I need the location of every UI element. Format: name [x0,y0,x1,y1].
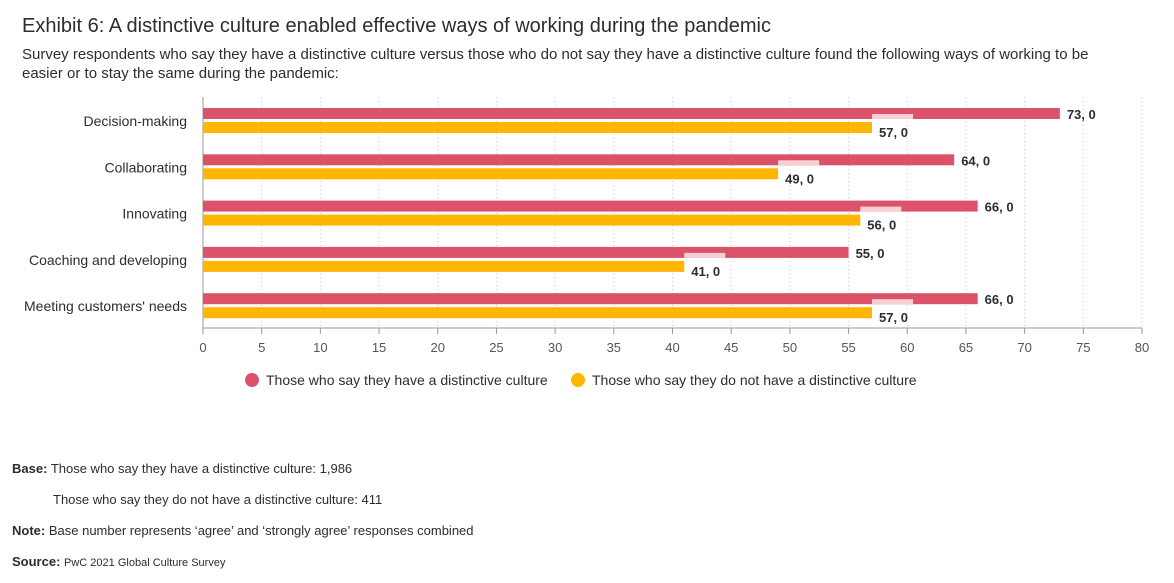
chart-title: Exhibit 6: A distinctive culture enabled… [22,15,771,37]
data-label: 64, 0 [961,153,990,168]
bar-distinctive [203,154,955,166]
x-tick-label: 30 [548,340,562,355]
base-2: Those who say they do not have a distinc… [53,492,383,507]
legend-swatch-yellow [571,373,585,387]
bar-chart: 0 5 10 15 20 25 30 35 40 45 50 55 60 65 70 75 80 Decision… [24,97,1149,355]
data-label: 57, 0 [879,310,908,325]
note-text: Base number represents ‘agree’ and ‘stro… [48,523,474,538]
note-label: Note: [12,523,46,538]
x-tick-label: 80 [1135,340,1149,355]
bar-not-distinctive [203,168,779,180]
legend-label: Those who say they do not have a distinc… [592,372,917,388]
data-label: 55, 0 [856,246,885,261]
bar-not-distinctive [203,122,873,133]
source: Source: PwC 2021 Global Culture Survey [12,554,225,569]
data-label: 56, 0 [867,218,896,233]
label-background [778,160,820,166]
x-tick-label: 65 [959,340,973,355]
label-background [684,252,726,258]
category-label: Coaching and developing [29,252,187,268]
x-tick-label: 50 [783,340,797,355]
legend-item-distinctive[interactable]: Those who say they have a distinctive cu… [245,372,548,388]
x-tick-label: 60 [900,340,914,355]
x-tick-label: 0 [199,340,206,355]
x-tick-label: 40 [665,340,679,355]
bar-distinctive [203,293,978,305]
bar-not-distinctive [203,260,685,272]
data-label: 73, 0 [1067,107,1096,122]
x-tick-label: 15 [372,340,386,355]
bar-distinctive [203,108,1060,119]
data-label: 66, 0 [985,200,1014,215]
x-tick-label: 55 [841,340,855,355]
category-label: Decision-making [84,113,187,129]
category-label: Meeting customers' needs [24,298,187,314]
label-background [860,206,902,212]
x-tick-label: 75 [1076,340,1090,355]
legend-label: Those who say they have a distinctive cu… [266,372,548,388]
source-label: Source: [12,554,61,569]
legend-item-not-distinctive[interactable]: Those who say they do not have a distinc… [571,372,917,388]
bar-not-distinctive [203,307,873,319]
category-label: Innovating [122,206,187,222]
base-label: Base: [12,461,48,476]
category-label: Collaborating [105,159,188,175]
x-tick-label: 70 [1017,340,1031,355]
label-background [872,299,914,305]
label-background [872,114,914,119]
base-1: Those who say they have a distinctive cu… [50,461,353,476]
data-label: 41, 0 [691,264,720,279]
data-label: 49, 0 [785,171,814,186]
x-tick-label: 45 [724,340,738,355]
note: Note: Base number represents ‘agree’ and… [12,523,474,538]
chart-subtitle: Survey respondents who say they have a d… [22,46,1089,82]
bar-not-distinctive [203,214,861,226]
x-tick-label: 35 [607,340,621,355]
bar-distinctive [203,246,849,258]
data-label: 66, 0 [985,292,1014,307]
x-tick-label: 5 [258,340,265,355]
legend-swatch-red [245,373,259,387]
base-note: Base: Those who say they have a distinct… [12,461,352,476]
bar-distinctive [203,200,978,212]
x-tick-label: 25 [489,340,503,355]
x-tick-label: 10 [313,340,327,355]
source-text: PwC 2021 Global Culture Survey [64,557,226,569]
x-tick-label: 20 [431,340,445,355]
data-label: 57, 0 [879,125,908,140]
